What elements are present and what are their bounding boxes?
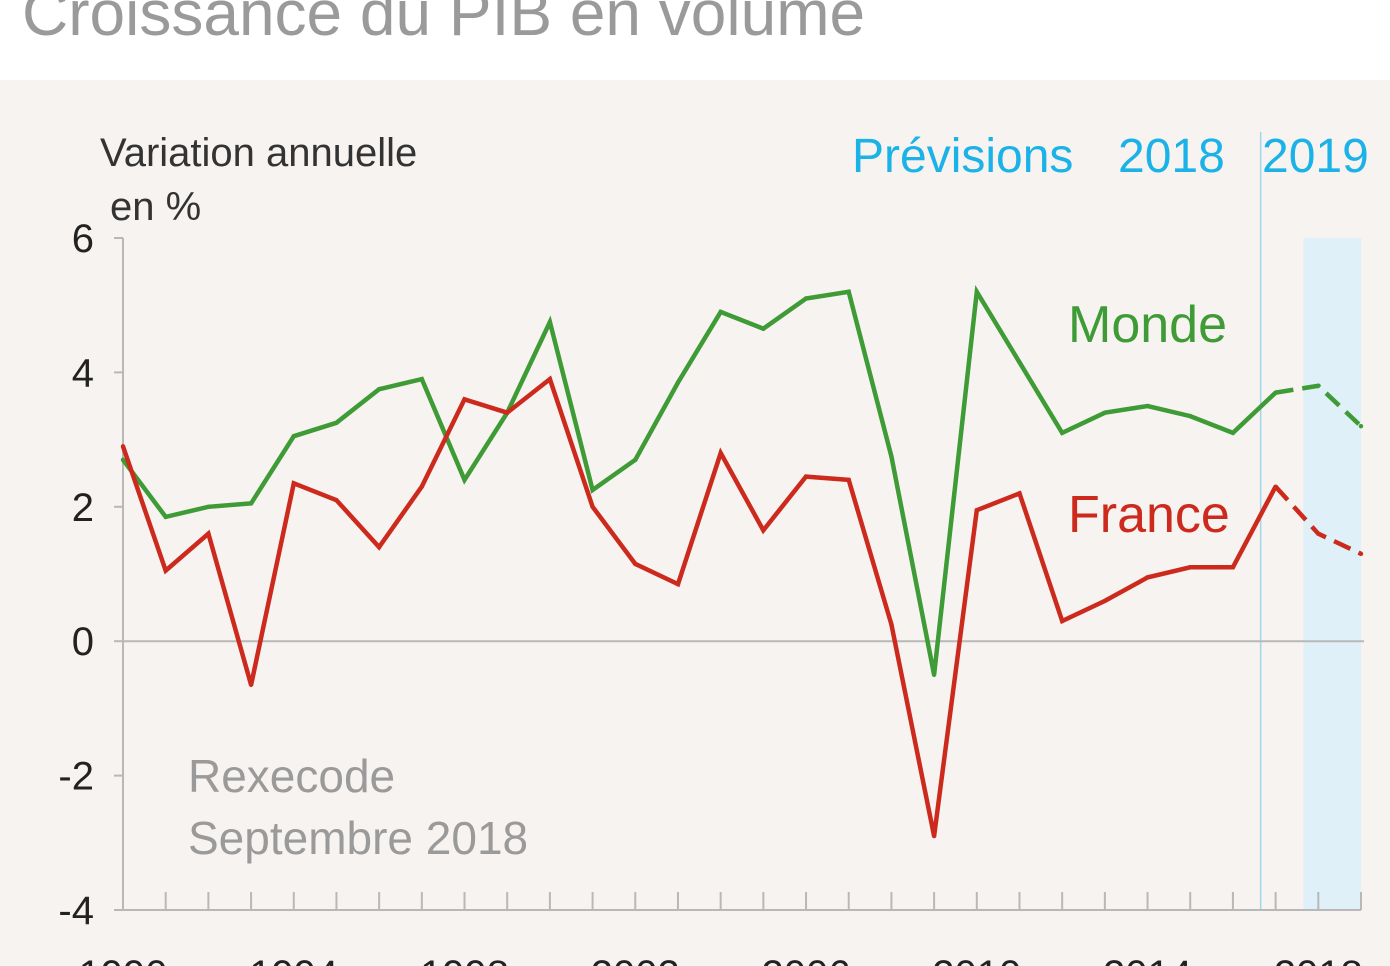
data-point-monde xyxy=(761,326,766,331)
data-point-monde xyxy=(547,319,553,325)
data-point-france xyxy=(803,474,809,479)
series-line-monde xyxy=(121,284,1278,676)
source-line1: Rexecode xyxy=(188,750,395,802)
chart-panel xyxy=(0,80,1390,966)
data-point-france xyxy=(505,410,510,415)
x-tick-label: 2010 xyxy=(932,953,1021,966)
data-point-monde xyxy=(846,289,851,294)
data-point-monde xyxy=(1316,383,1321,389)
data-point-monde xyxy=(718,309,723,315)
data-point-monde xyxy=(248,501,254,506)
data-point-france xyxy=(889,622,894,627)
data-point-france xyxy=(419,484,425,489)
data-point-france xyxy=(1358,551,1364,557)
data-point-monde xyxy=(675,380,681,385)
data-point-monde xyxy=(633,457,638,462)
x-tick-label: 1998 xyxy=(420,953,509,966)
series-line-france xyxy=(120,375,1278,837)
y-axis-label-line2: en % xyxy=(110,185,201,229)
x-tick-label: 2006 xyxy=(762,953,851,966)
x-tick-label: 2018 xyxy=(1274,953,1363,966)
y-tick-label: 6 xyxy=(72,217,94,261)
data-point-france xyxy=(462,397,467,402)
source-line2: Septembre 2018 xyxy=(188,812,528,864)
data-point-france xyxy=(931,833,937,839)
data-point-monde xyxy=(376,387,382,392)
data-point-france xyxy=(291,481,296,486)
data-point-france xyxy=(675,581,681,587)
forecast-year-2018: 2018 xyxy=(1118,130,1225,183)
data-point-monde xyxy=(462,477,467,483)
data-point-monde xyxy=(1059,430,1065,436)
chart-title: Croissance du PIB en volume xyxy=(22,0,866,49)
series-label-france: France xyxy=(1068,486,1230,544)
data-point-france xyxy=(718,450,723,456)
data-point-monde xyxy=(334,420,339,425)
data-point-monde xyxy=(590,487,595,493)
data-point-france xyxy=(1017,491,1022,496)
series-label-monde: Monde xyxy=(1068,296,1227,354)
forecast-year-2019: 2019 xyxy=(1262,130,1369,183)
data-point-monde xyxy=(419,376,425,382)
data-point-france xyxy=(206,531,211,536)
data-point-monde xyxy=(1102,410,1108,415)
data-point-monde xyxy=(120,457,126,462)
data-point-monde xyxy=(163,514,168,520)
data-point-france xyxy=(633,561,638,567)
x-tick-label: 1990 xyxy=(79,953,168,966)
data-point-france xyxy=(846,477,851,483)
data-point-france xyxy=(974,507,979,513)
forecast-label: Prévisions xyxy=(852,130,1073,183)
data-point-monde xyxy=(974,289,979,294)
data-point-monde xyxy=(1230,430,1236,436)
y-tick-label: -2 xyxy=(58,755,94,799)
data-point-france xyxy=(1145,575,1150,580)
data-point-monde xyxy=(206,504,211,509)
x-tick-label: 1994 xyxy=(249,953,338,966)
data-point-monde xyxy=(1145,403,1150,409)
data-point-france xyxy=(248,682,254,688)
data-point-monde xyxy=(803,296,809,301)
y-axis-label-line1: Variation annuelle xyxy=(100,131,417,175)
data-point-france xyxy=(1059,618,1065,624)
data-point-france xyxy=(590,504,595,509)
data-point-france xyxy=(1102,598,1108,604)
x-tick-label: 2002 xyxy=(591,953,680,966)
data-point-monde xyxy=(1273,390,1278,395)
data-point-france xyxy=(1188,565,1193,570)
data-point-france xyxy=(1316,531,1321,536)
data-point-monde xyxy=(1017,360,1022,365)
y-tick-label: 2 xyxy=(72,486,94,530)
data-point-france xyxy=(547,376,553,382)
data-point-monde xyxy=(889,454,894,459)
y-tick-label: 4 xyxy=(72,351,94,395)
data-point-france xyxy=(334,497,339,503)
data-point-monde xyxy=(291,434,296,439)
data-point-monde xyxy=(1358,423,1364,429)
data-point-france xyxy=(120,444,126,449)
data-point-france xyxy=(376,544,382,550)
data-point-france xyxy=(1230,565,1236,570)
data-point-france xyxy=(163,568,168,573)
data-point-france xyxy=(761,528,766,533)
data-point-monde xyxy=(1188,413,1193,419)
data-point-france xyxy=(1273,484,1278,489)
y-tick-label: -4 xyxy=(58,889,94,933)
data-point-monde xyxy=(931,672,937,677)
x-tick-label: 2014 xyxy=(1103,953,1192,966)
forecast-band xyxy=(1303,238,1361,910)
y-tick-label: 0 xyxy=(72,620,94,664)
